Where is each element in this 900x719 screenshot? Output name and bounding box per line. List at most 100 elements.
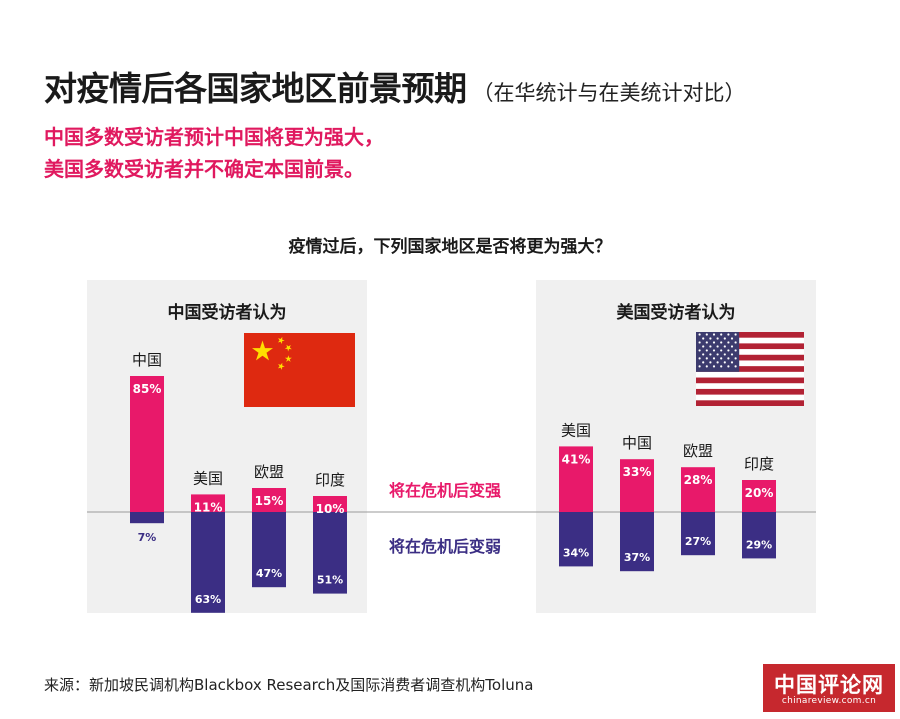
us-flag-star — [720, 333, 723, 336]
us-flag-star — [698, 333, 701, 336]
logo-url: chinareview.com.cn — [781, 696, 877, 706]
us-flag-star — [712, 349, 716, 352]
category-label: 美国 — [193, 469, 223, 487]
us-flag-star — [716, 345, 719, 348]
us-flag-star — [730, 353, 734, 356]
legend-weaker: 将在危机后变弱 — [389, 537, 502, 556]
us-flag-star — [712, 333, 716, 336]
us-flag-star — [716, 361, 719, 364]
us-flag-star — [705, 349, 708, 352]
us-flag-stripe — [696, 354, 804, 361]
us-flag-stripe — [696, 343, 804, 350]
us-flag-star — [730, 337, 734, 340]
bar-weaker-us-0 — [559, 512, 593, 567]
category-label: 美国 — [561, 421, 591, 439]
panel-title-us: 美国受访者认为 — [616, 303, 736, 323]
bar-stronger-us-1 — [620, 459, 654, 512]
value-label-weaker: 51% — [317, 574, 343, 587]
category-label: 欧盟 — [683, 442, 713, 460]
legend-stronger: 将在危机后变强 — [389, 481, 502, 500]
us-flag-star — [712, 357, 716, 360]
category-label: 印度 — [315, 471, 345, 489]
china-flag-small-star — [277, 336, 285, 344]
us-flag-star — [712, 341, 716, 344]
us-flag-star — [705, 365, 708, 368]
source-note: 来源：新加坡民调机构Blackbox Research及国际消费者调查机构Tol… — [44, 676, 534, 694]
us-flag-star — [716, 337, 719, 340]
value-label-stronger: 15% — [255, 494, 284, 508]
bar-stronger-cn-1 — [191, 494, 225, 512]
us-flag-star — [716, 353, 719, 356]
bar-stronger-us-3 — [742, 480, 776, 512]
category-label: 印度 — [744, 455, 774, 473]
chart-question: 疫情过后，下列国家地区是否将更为强大？ — [288, 237, 612, 257]
value-label-stronger: 28% — [684, 473, 713, 487]
value-label-stronger: 41% — [562, 452, 591, 466]
bar-weaker-cn-1 — [191, 512, 225, 613]
value-label-weaker: 37% — [624, 551, 650, 564]
us-flag-star — [720, 341, 723, 344]
value-label-stronger: 11% — [194, 500, 223, 514]
us-flag-star — [730, 361, 734, 364]
us-flag-star — [705, 357, 708, 360]
bar-weaker-cn-2 — [252, 512, 286, 588]
us-flag-star — [709, 353, 712, 356]
value-label-stronger: 20% — [745, 486, 774, 500]
us-flag-star — [727, 349, 730, 352]
value-label-stronger: 33% — [623, 465, 652, 479]
us-flag-star — [734, 365, 737, 368]
china-flag-small-star — [277, 362, 285, 370]
us-flag-star — [720, 365, 723, 368]
page-title-note: （在华统计与在美统计对比） — [472, 81, 746, 105]
china-flag-big-star — [252, 340, 273, 361]
us-flag-star — [734, 333, 737, 336]
value-label-stronger: 10% — [316, 502, 345, 516]
us-flag-star — [705, 333, 708, 336]
bar-stronger-cn-2 — [252, 488, 286, 512]
us-flag-star — [727, 333, 730, 336]
value-label-weaker: 7% — [138, 531, 157, 544]
us-flag-star — [730, 345, 734, 348]
us-flag-star — [720, 357, 723, 360]
bar-stronger-us-0 — [559, 446, 593, 512]
us-flag-star — [702, 353, 705, 356]
subtitle-line-1: 中国多数受访者预计中国将更为强大， — [44, 125, 384, 149]
us-flag-star — [698, 357, 701, 360]
us-flag-star — [712, 365, 716, 368]
us-flag-star — [709, 345, 712, 348]
bar-stronger-cn-3 — [313, 496, 347, 512]
china-flag — [244, 333, 355, 407]
category-label: 中国 — [132, 351, 162, 369]
us-flag-star — [698, 349, 701, 352]
us-flag-star — [727, 365, 730, 368]
us-flag-star — [734, 341, 737, 344]
us-flag-star — [698, 341, 701, 344]
bar-weaker-us-1 — [620, 512, 654, 572]
us-flag-stripe — [696, 332, 804, 338]
us-flag-star — [723, 353, 726, 356]
us-flag-star — [709, 337, 712, 340]
category-label: 欧盟 — [254, 463, 284, 481]
us-flag-star — [702, 361, 705, 364]
subtitle-line-2: 美国多数受访者并不确定本国前景。 — [44, 157, 364, 181]
category-label: 中国 — [622, 434, 652, 452]
us-flag-star — [709, 361, 712, 364]
us-flag-star — [702, 345, 705, 348]
us-flag-star — [727, 357, 730, 360]
us-flag-stripe — [696, 388, 804, 395]
us-flag-star — [734, 357, 737, 360]
bar-weaker-cn-3 — [313, 512, 347, 594]
china-flag-small-star — [284, 344, 292, 352]
bar-weaker-cn-0 — [130, 512, 164, 524]
us-flag-star — [727, 341, 730, 344]
logo: 中国评论网 chinareview.com.cn — [763, 664, 895, 712]
us-flag-star — [723, 337, 726, 340]
us-flag-star — [705, 341, 708, 344]
us-flag-star — [702, 337, 705, 340]
us-flag-stripe — [696, 366, 804, 372]
logo-text: 中国评论网 — [774, 672, 884, 697]
value-label-stronger: 85% — [133, 382, 162, 396]
page-title: 对疫情后各国家地区前景预期 — [44, 69, 467, 108]
us-flag-stripe — [696, 400, 804, 406]
